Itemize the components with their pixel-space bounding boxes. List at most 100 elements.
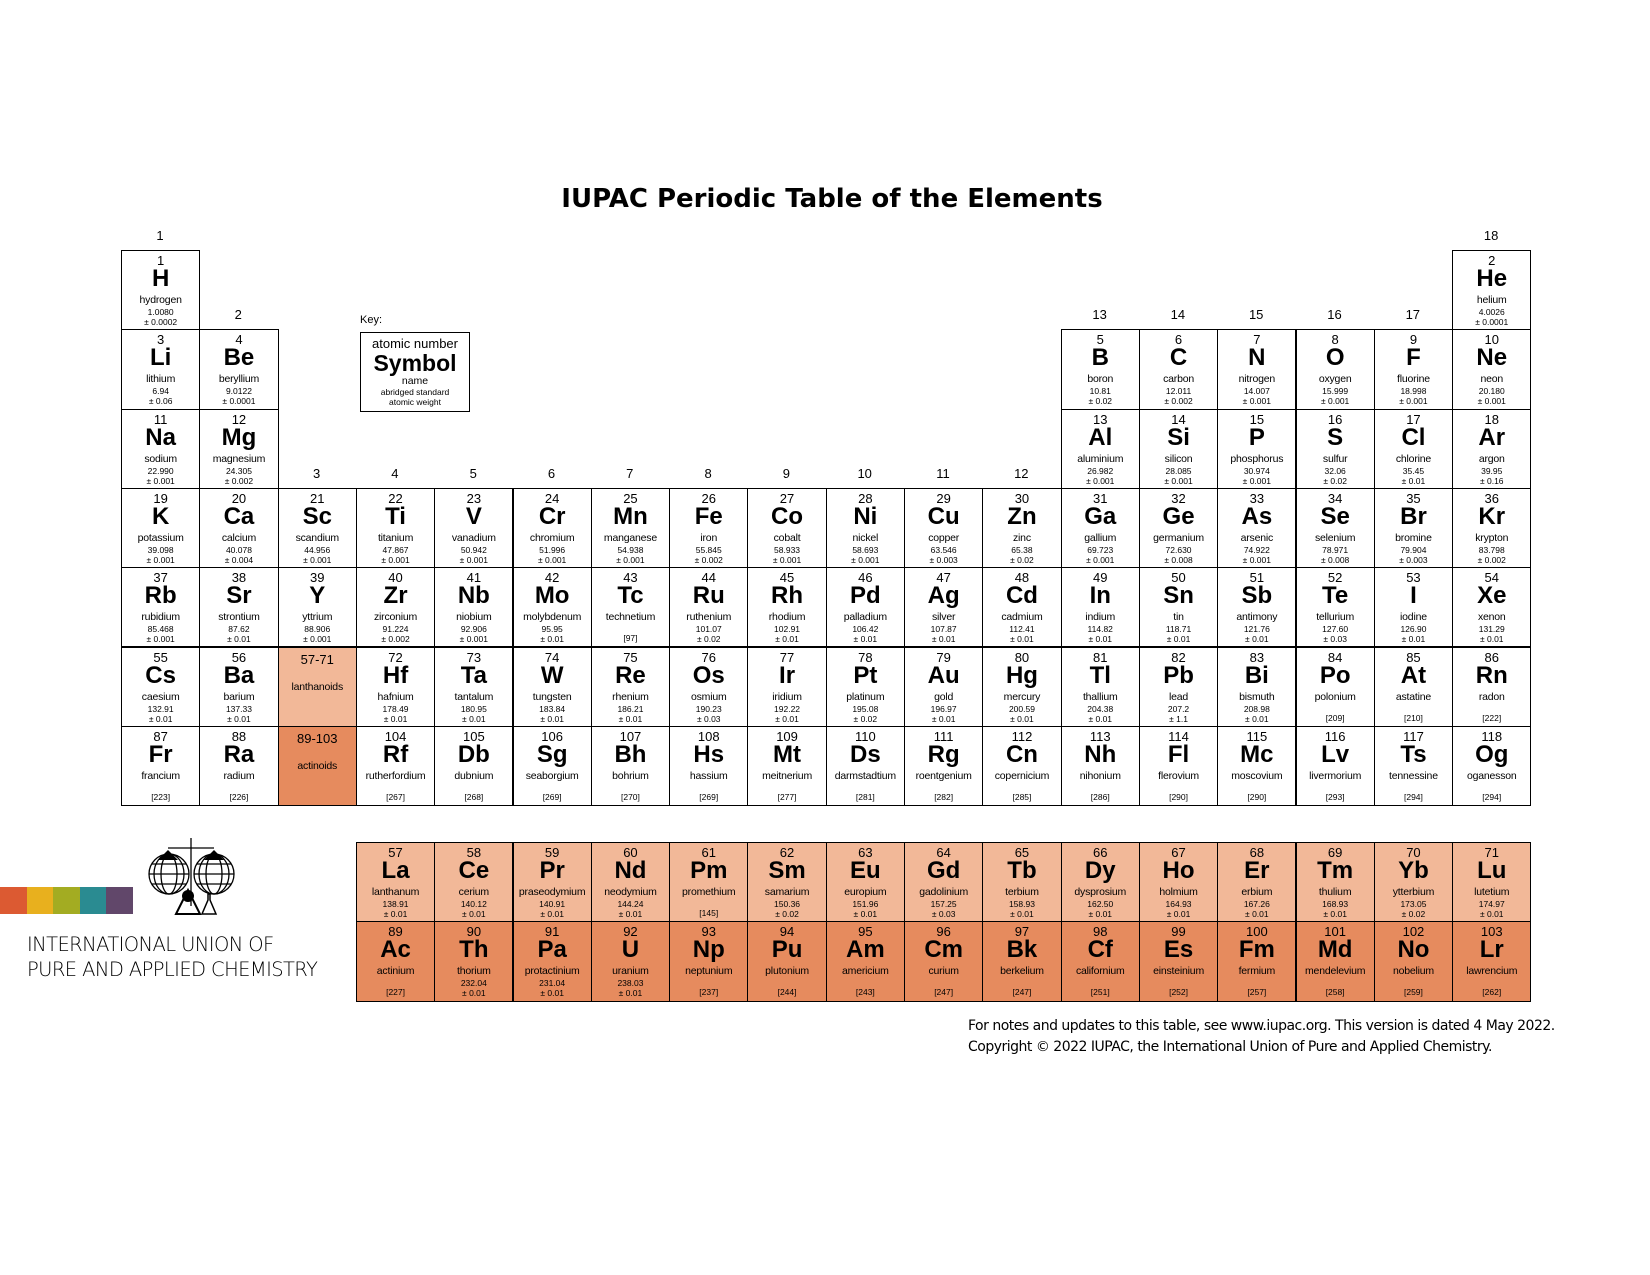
atomic-weight: [223]: [151, 791, 171, 802]
atomic-weight: 102.91: [774, 624, 801, 635]
element-symbol: No: [1397, 936, 1430, 964]
element-name: copernicium: [994, 769, 1050, 782]
atomic-weight-uncertainty: ± 0.001: [459, 634, 488, 645]
element-name: tellurium: [1316, 611, 1355, 624]
group-label-16: 16: [1327, 307, 1342, 323]
element-cell-tm: 69 Tm thulium 168.93 ± 0.01: [1295, 842, 1375, 923]
atomic-weight: 195.08: [852, 703, 879, 714]
atomic-weight-uncertainty: ± 0.01: [1245, 634, 1269, 645]
atomic-weight: 140.12: [460, 899, 487, 909]
atomic-weight: [269]: [699, 791, 719, 802]
atomic-weight-uncertainty: ± 0.002: [224, 475, 254, 486]
element-symbol: Mt: [773, 740, 802, 768]
element-symbol: Eu: [850, 857, 881, 884]
element-symbol: Sc: [302, 502, 332, 530]
element-cell-lv: 116 Lv livermorium [293]: [1295, 725, 1375, 807]
element-name: bohrium: [612, 769, 649, 782]
atomic-weight-uncertainty: ± 0.001: [1477, 396, 1506, 407]
element-name: nickel: [852, 531, 879, 544]
element-symbol: Pr: [539, 857, 565, 884]
element-name: argon: [1478, 452, 1505, 465]
atomic-number: 40: [388, 570, 403, 586]
element-symbol: Mg: [221, 423, 257, 451]
iupac-color-bars: [0, 887, 133, 914]
atomic-weight-uncertainty: ± 0.02: [1088, 396, 1113, 407]
element-name: nitrogen: [1238, 373, 1276, 386]
atomic-number: 57: [388, 845, 403, 860]
element-symbol: Fm: [1238, 936, 1275, 964]
element-name: neptunium: [685, 965, 733, 978]
element-cell-ti: 22 Ti titanium 47.867 ± 0.001: [355, 487, 436, 569]
atomic-weight: 88.906: [304, 624, 331, 635]
page-title: IUPAC Periodic Table of the Elements: [561, 184, 1103, 214]
atomic-number: 85: [1406, 649, 1421, 665]
atomic-number: 84: [1327, 649, 1343, 665]
element-cell-nd: 60 Nd neodymium 144.24 ± 0.01: [590, 842, 671, 923]
atomic-number: 18: [1484, 411, 1499, 427]
element-name: radon: [1478, 690, 1505, 703]
element-cell-mo: 42 Mo molybdenum 95.95 ± 0.01: [512, 567, 592, 648]
atomic-number: 45: [779, 570, 795, 586]
atomic-weight-uncertainty: ± 0.001: [1164, 475, 1193, 486]
atomic-weight: 107.87: [930, 624, 957, 635]
element-name: hydrogen: [139, 294, 182, 306]
key-label: Key:: [360, 314, 383, 326]
atomic-weight: 69.723: [1087, 544, 1114, 555]
element-name: technetium: [605, 611, 656, 624]
atomic-weight: 238.03: [617, 978, 644, 989]
element-symbol: B: [1091, 344, 1109, 372]
element-symbol: Am: [846, 936, 885, 964]
atomic-weight: 58.933: [774, 544, 801, 555]
atomic-number: 105: [462, 728, 485, 744]
element-name: beryllium: [218, 373, 260, 386]
atomic-weight: 232.04: [460, 978, 487, 989]
atomic-number: 114: [1168, 728, 1189, 744]
element-name: praseodymium: [518, 886, 586, 898]
group-label-12: 12: [1014, 465, 1029, 481]
atomic-number: 8: [1331, 332, 1339, 348]
element-cell-bi: 83 Bi bismuth 208.98 ± 0.01: [1217, 646, 1297, 727]
atomic-number: 106: [541, 728, 563, 744]
atomic-number: 88: [231, 728, 247, 744]
atomic-number: 116: [1324, 728, 1346, 744]
atomic-weight-uncertainty: ± 0.01: [618, 909, 643, 919]
atomic-weight: 180.95: [460, 703, 487, 714]
atomic-weight: [257]: [1247, 987, 1267, 998]
element-symbol: Ho: [1162, 857, 1195, 884]
element-cell-ds: 110 Ds darmstadtium [281]: [825, 725, 905, 807]
element-symbol: Mo: [534, 582, 570, 610]
atomic-number: 15: [1249, 411, 1265, 427]
atomic-number: 46: [858, 570, 873, 586]
atomic-weight: 190.23: [695, 703, 722, 714]
element-name: lead: [1169, 690, 1189, 703]
element-cell-cm: 96 Cm curium [247]: [904, 921, 984, 1002]
atomic-number: 44: [701, 570, 716, 586]
element-symbol: Tl: [1089, 661, 1111, 689]
element-name: caesium: [141, 690, 180, 703]
element-name: potassium: [137, 531, 184, 544]
atomic-number: 51: [1249, 570, 1265, 586]
element-name: xenon: [1477, 611, 1506, 624]
atomic-number: 36: [1484, 490, 1499, 506]
atomic-weight: 4.0026: [1478, 307, 1505, 317]
element-name: silicon: [1164, 452, 1193, 465]
element-symbol: As: [1241, 502, 1273, 530]
atomic-weight-uncertainty: ± 0.001: [1086, 475, 1115, 486]
element-symbol: He: [1476, 265, 1508, 292]
group-label-17: 17: [1405, 307, 1421, 323]
element-name: protactinium: [524, 965, 580, 978]
atomic-weight-uncertainty: ± 0.01: [1088, 909, 1113, 919]
atomic-weight: [243]: [855, 987, 875, 998]
atomic-number: 5: [1096, 332, 1104, 348]
element-cell-am: 95 Am americium [243]: [825, 921, 905, 1002]
series-label: lanthanoids: [291, 680, 343, 693]
element-cell-pd: 46 Pd palladium 106.42 ± 0.01: [825, 567, 905, 648]
element-name: flerovium: [1158, 769, 1199, 782]
atomic-number: 61: [701, 845, 716, 860]
element-symbol: Nh: [1084, 740, 1117, 768]
element-cell-os: 76 Os osmium 190.23 ± 0.03: [669, 646, 749, 727]
element-name: nobelium: [1392, 965, 1434, 978]
